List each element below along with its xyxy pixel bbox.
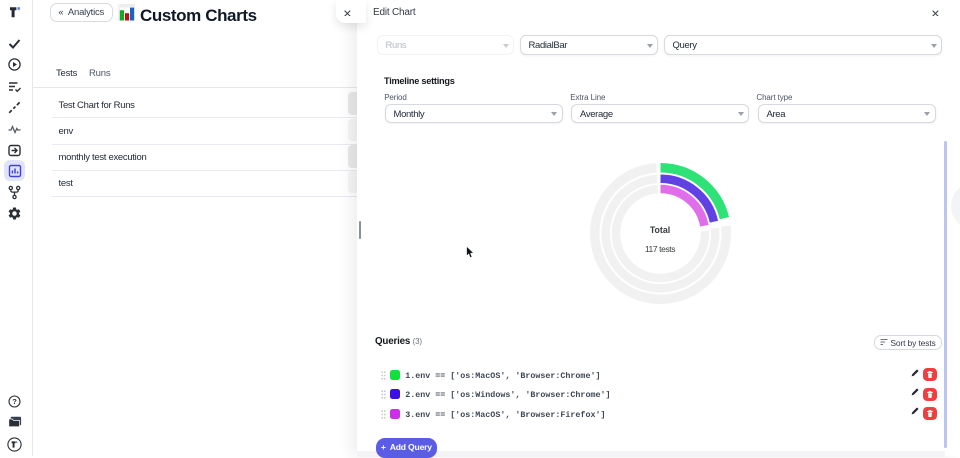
svg-text:?: ? [12,397,17,406]
